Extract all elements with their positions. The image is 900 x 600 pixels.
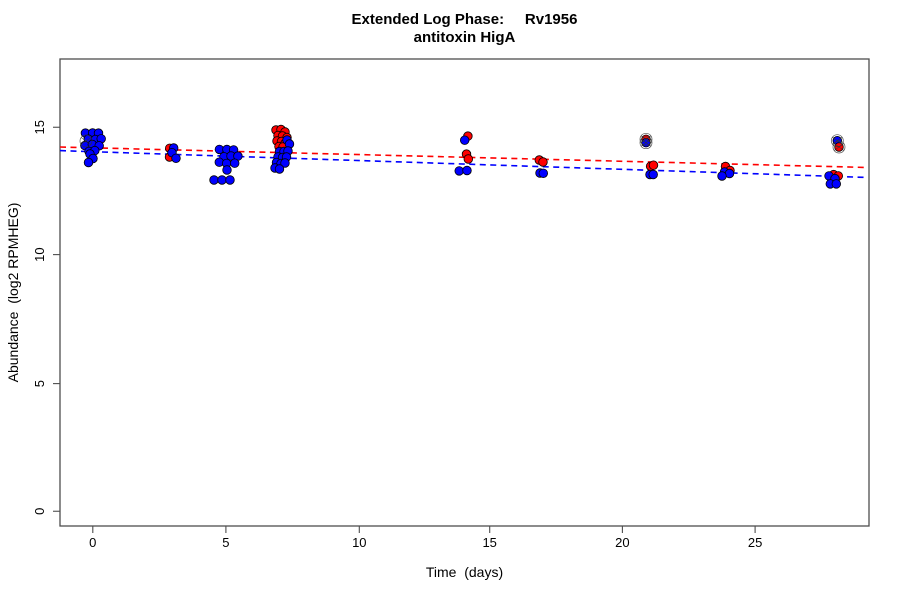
- svg-text:antitoxin HigA: antitoxin HigA: [414, 29, 516, 46]
- svg-text:15: 15: [32, 120, 47, 134]
- svg-text:Time (days): Time (days): [426, 564, 503, 580]
- svg-text:Abundance (log2 RPMHEG): Abundance (log2 RPMHEG): [5, 203, 21, 383]
- svg-text:0: 0: [89, 535, 96, 550]
- svg-text:5: 5: [32, 380, 47, 387]
- svg-text:10: 10: [32, 247, 47, 261]
- svg-text:10: 10: [352, 535, 366, 550]
- svg-text:0: 0: [32, 508, 47, 515]
- svg-text:5: 5: [222, 535, 229, 550]
- svg-text:25: 25: [748, 535, 762, 550]
- svg-text:Extended Log Phase: Rv1956: Extended Log Phase: Rv1956: [352, 11, 578, 28]
- svg-text:20: 20: [615, 535, 629, 550]
- svg-text:15: 15: [482, 535, 496, 550]
